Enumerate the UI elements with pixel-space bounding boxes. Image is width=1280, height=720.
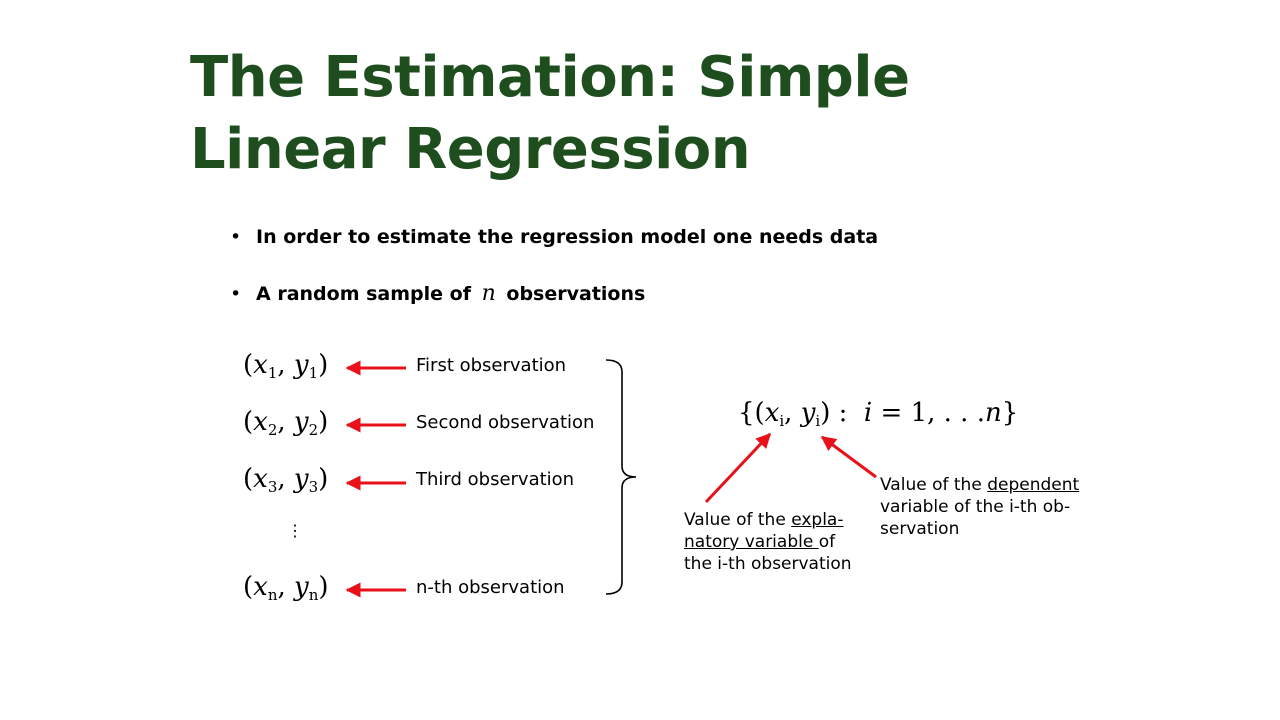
subscript: 1 — [267, 364, 278, 382]
bullet-item: • In order to estimate the regression mod… — [230, 222, 878, 279]
y-symbol: y — [293, 464, 309, 494]
title-line-1: The Estimation: Simple — [190, 45, 910, 110]
slide-title: The Estimation: Simple Linear Regression — [190, 42, 1090, 186]
note-text-underlined: expla- — [791, 510, 844, 530]
subscript: i — [779, 412, 785, 430]
observation-label: First observation — [416, 355, 567, 376]
observation-pair: (x3, y3) — [243, 464, 329, 496]
note-line: servation — [880, 519, 960, 539]
sample-size-symbol: n — [481, 281, 496, 306]
observation-label: n-th observation — [416, 577, 565, 598]
subscript: i — [815, 412, 821, 430]
y-symbol: y — [294, 572, 309, 602]
x-symbol: x — [253, 350, 268, 380]
note-line: variable of the i-th ob- — [880, 497, 1071, 517]
bullet-text-pre: A random sample of — [256, 283, 471, 305]
observation-pair: (x1, y1) — [243, 350, 329, 382]
subscript: 2 — [308, 421, 319, 439]
observation-pair: (x2, y2) — [243, 407, 329, 439]
explanatory-variable-note: Value of the expla- natory variable of t… — [684, 509, 852, 575]
y-symbol: y — [293, 350, 309, 380]
subscript: 3 — [308, 478, 319, 496]
sample-set-notation: {(xi, yi) : i = 1, . . .n} — [738, 398, 1019, 430]
note-text: of — [818, 532, 836, 552]
subscript: n — [267, 586, 278, 604]
note-text: Value of the — [880, 475, 988, 495]
note-line: natory variable of — [684, 531, 852, 553]
subscript: n — [308, 586, 319, 604]
note-text: Value of the — [684, 510, 792, 530]
set-close: } — [1001, 398, 1019, 428]
bullet-marker: • — [230, 226, 242, 248]
dependent-variable-note: Value of the dependent variable of the i… — [880, 474, 1079, 540]
y-symbol: y — [293, 407, 309, 437]
x-symbol: x — [764, 398, 780, 428]
x-symbol: x — [253, 572, 268, 602]
observation-label: Second observation — [416, 412, 595, 433]
set-colon: ) : — [820, 398, 848, 428]
note-line: Value of the dependent — [880, 474, 1079, 496]
note-line: Value of the expla- — [684, 509, 852, 531]
index-range: = 1, . . . — [880, 398, 985, 428]
bullet-text: In order to estimate the regression mode… — [256, 226, 879, 248]
right-brace-icon — [605, 359, 637, 595]
note-text-underlined: natory variable — [684, 532, 819, 552]
title-line-2: Linear Regression — [190, 117, 751, 182]
subscript: 3 — [267, 478, 278, 496]
subscript: 2 — [267, 421, 278, 439]
bullet-marker: • — [230, 283, 242, 305]
note-line: the i-th observation — [684, 554, 852, 574]
observation-pair: (xn, yn) — [243, 572, 329, 604]
set-open: {( — [738, 398, 765, 428]
x-symbol: x — [253, 464, 268, 494]
index-symbol: i — [863, 398, 873, 428]
bullet-item: • A random sample of n observations — [230, 279, 878, 336]
index-end: n — [984, 398, 1002, 428]
arrow-icon — [704, 432, 772, 504]
y-symbol: y — [800, 398, 816, 428]
x-symbol: x — [253, 407, 268, 437]
bullet-list: • In order to estimate the regression mod… — [230, 222, 878, 336]
bullet-text-post: observations — [506, 283, 646, 305]
subscript: 1 — [308, 364, 319, 382]
note-text-underlined: dependent — [987, 475, 1080, 495]
arrow-icon — [820, 435, 877, 479]
observation-label: Third observation — [416, 469, 575, 490]
